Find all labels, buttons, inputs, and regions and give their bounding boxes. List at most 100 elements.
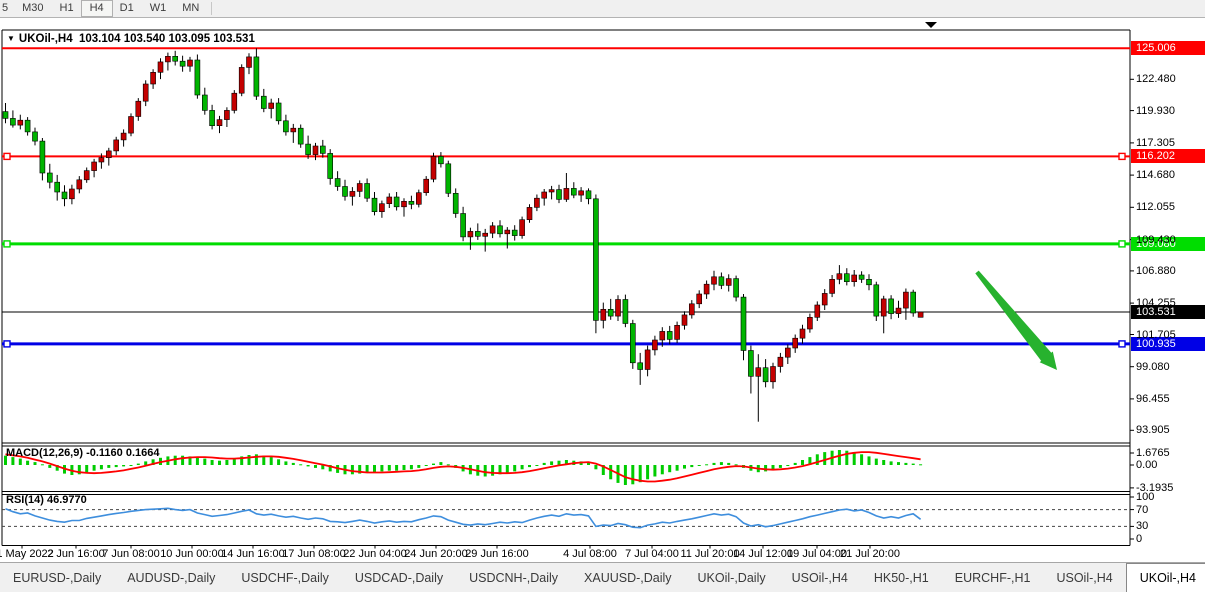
candle bbox=[98, 157, 105, 163]
symbol-tab-usdchf-daily[interactable]: USDCHF-,Daily bbox=[241, 570, 329, 585]
symbol-tab-usdcnh-daily[interactable]: USDCNH-,Daily bbox=[469, 570, 559, 585]
macd-histogram-bar bbox=[498, 465, 502, 475]
candle bbox=[652, 339, 658, 351]
candle bbox=[253, 56, 260, 97]
symbol-tab-eurchf-h1[interactable]: EURCHF-,H1 bbox=[954, 570, 1031, 585]
timeframe-button-mn[interactable]: MN bbox=[182, 2, 200, 14]
candle bbox=[578, 190, 584, 196]
candle bbox=[843, 273, 850, 283]
macd-histogram-bar bbox=[365, 465, 369, 473]
symbol-tab-usdcad-daily[interactable]: USDCAD-,Daily bbox=[354, 570, 444, 585]
macd-histogram-bar bbox=[114, 465, 118, 468]
symbol-tab-eurusd-daily[interactable]: EURUSD-,Daily bbox=[13, 570, 102, 585]
timeframe-button-h1[interactable]: H1 bbox=[59, 2, 74, 14]
candle bbox=[283, 120, 289, 133]
candle bbox=[430, 156, 437, 180]
candle bbox=[607, 308, 614, 317]
candle bbox=[246, 56, 252, 68]
macd-histogram-bar bbox=[358, 465, 362, 474]
candle bbox=[556, 189, 562, 200]
hline-marker-left[interactable] bbox=[3, 240, 11, 248]
macd-histogram-bar bbox=[203, 458, 207, 465]
macd-histogram-bar bbox=[734, 464, 738, 466]
candle bbox=[474, 231, 481, 237]
macd-histogram-bar bbox=[291, 462, 295, 465]
candle bbox=[748, 350, 754, 377]
candle bbox=[24, 119, 31, 133]
candle bbox=[829, 278, 835, 294]
hline-marker-right[interactable] bbox=[1118, 340, 1126, 348]
macd-histogram-bar bbox=[675, 465, 679, 471]
macd-histogram-bar bbox=[609, 465, 613, 480]
symbol-tab-ukoil-h4[interactable]: UKOil-,H4 bbox=[1125, 563, 1205, 592]
candle bbox=[91, 161, 97, 171]
timeframe-button-5[interactable]: 5 bbox=[2, 2, 9, 14]
candle bbox=[718, 276, 725, 286]
macd-histogram-bar bbox=[889, 461, 893, 465]
macd-histogram-bar bbox=[815, 454, 819, 465]
macd-histogram-bar bbox=[904, 462, 908, 465]
candle bbox=[482, 232, 489, 237]
candle bbox=[61, 191, 68, 200]
candle bbox=[570, 188, 577, 196]
symbol-tab-hk50-h1[interactable]: HK50-,H1 bbox=[873, 570, 929, 585]
scroll-marker-icon[interactable] bbox=[925, 22, 937, 28]
hline-marker-left[interactable] bbox=[3, 340, 11, 348]
macd-histogram-bar bbox=[439, 462, 443, 465]
candle bbox=[755, 367, 762, 377]
candle bbox=[866, 278, 872, 286]
trend-arrow-annotation[interactable] bbox=[975, 270, 1057, 370]
macd-histogram-bar bbox=[638, 465, 642, 483]
candle bbox=[106, 150, 112, 158]
symbol-tab-xauusd-daily[interactable]: XAUUSD-,Daily bbox=[584, 570, 672, 585]
candle bbox=[615, 299, 621, 317]
candle bbox=[903, 291, 909, 309]
macd-histogram-bar bbox=[18, 458, 22, 465]
candle bbox=[415, 192, 422, 205]
candle bbox=[297, 127, 304, 145]
candle bbox=[312, 145, 319, 155]
macd-histogram-bar bbox=[328, 465, 332, 472]
macd-histogram-bar bbox=[491, 465, 495, 476]
candle bbox=[120, 132, 127, 141]
candle bbox=[600, 308, 607, 321]
timeframe-button-h4[interactable]: H4 bbox=[80, 0, 113, 17]
macd-histogram-bar bbox=[417, 465, 421, 468]
hline-marker-left[interactable] bbox=[3, 152, 11, 161]
hline-marker-right[interactable] bbox=[1118, 240, 1126, 248]
macd-histogram-bar bbox=[860, 454, 864, 465]
timeframe-button-w1[interactable]: W1 bbox=[149, 2, 167, 14]
macd-histogram-bar bbox=[299, 464, 303, 466]
symbol-tab-ukoil-daily[interactable]: UKOil-,Daily bbox=[697, 570, 766, 585]
macd-histogram-bar bbox=[122, 465, 126, 467]
symbol-tab-audusd-daily[interactable]: AUDUSD-,Daily bbox=[127, 570, 216, 585]
macd-histogram-bar bbox=[882, 460, 886, 465]
candle bbox=[231, 92, 238, 111]
macd-histogram-bar bbox=[4, 455, 7, 465]
candle bbox=[319, 145, 326, 154]
candle bbox=[511, 229, 518, 236]
symbol-tab-usoil-h4[interactable]: USOil-,H4 bbox=[791, 570, 848, 585]
candle bbox=[83, 170, 90, 181]
candle bbox=[238, 67, 245, 94]
macd-histogram-bar bbox=[823, 452, 827, 465]
macd-histogram-bar bbox=[284, 461, 288, 465]
macd-histogram-bar bbox=[557, 460, 561, 465]
candle bbox=[179, 60, 186, 67]
macd-histogram-bar bbox=[690, 465, 694, 468]
timeframe-button-d1[interactable]: D1 bbox=[119, 2, 134, 14]
timeframe-button-m30[interactable]: M30 bbox=[22, 2, 44, 14]
macd-histogram-bar bbox=[550, 461, 554, 465]
candle bbox=[268, 102, 275, 109]
candle bbox=[393, 196, 400, 208]
macd-histogram-bar bbox=[505, 465, 509, 473]
macd-histogram-bar bbox=[513, 465, 517, 472]
candle bbox=[113, 139, 119, 152]
symbol-tab-usoil-h4[interactable]: USOil-,H4 bbox=[1056, 570, 1113, 585]
candle bbox=[142, 83, 149, 102]
candle bbox=[290, 127, 297, 133]
candle bbox=[209, 110, 215, 127]
macd-histogram-bar bbox=[181, 455, 185, 465]
candle bbox=[799, 328, 806, 339]
hline-marker-right[interactable] bbox=[1118, 152, 1126, 161]
